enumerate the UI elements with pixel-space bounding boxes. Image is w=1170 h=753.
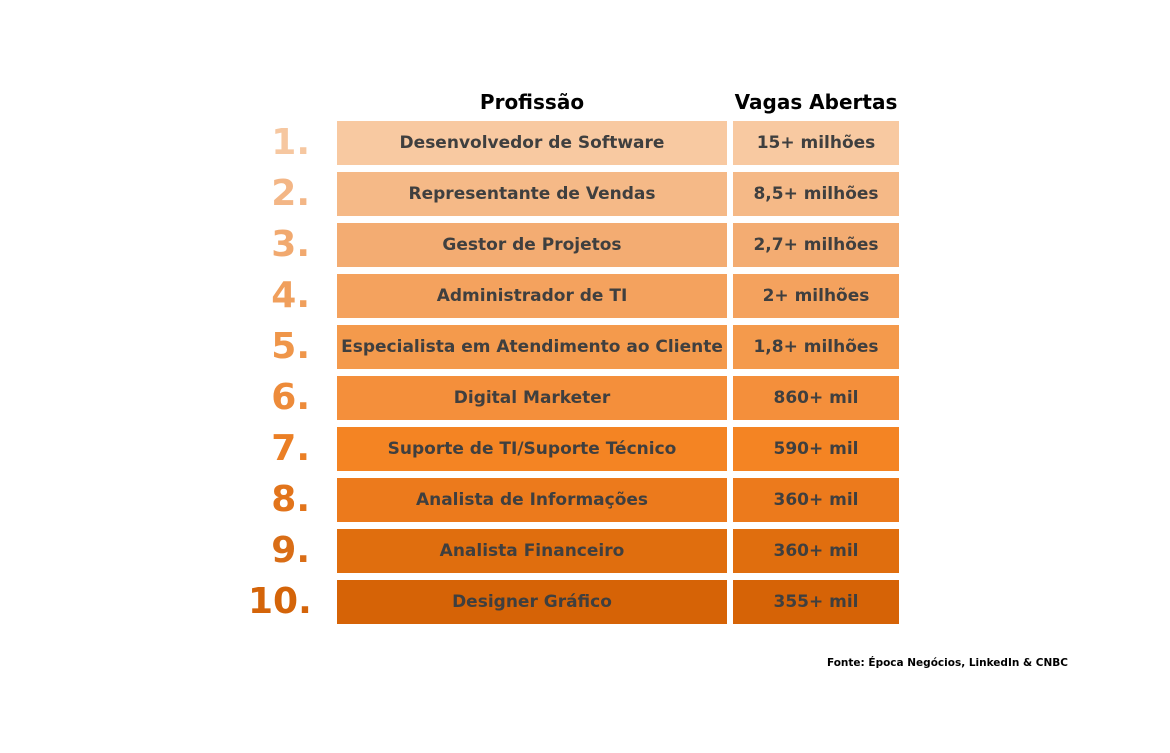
profession-cell: Desenvolvedor de Software [337,121,727,165]
profession-cell: Designer Gráfico [337,580,727,624]
openings-cell: 15+ milhões [733,121,899,165]
profession-cell: Suporte de TI/Suporte Técnico [337,427,727,471]
openings-cell: 2,7+ milhões [733,223,899,267]
header-openings: Vagas Abertas [734,90,898,114]
profession-cell: Gestor de Projetos [337,223,727,267]
rank-number: 1. [271,122,310,163]
openings-cell: 590+ mil [733,427,899,471]
profession-cell: Analista de Informações [337,478,727,522]
openings-cell: 1,8+ milhões [733,325,899,369]
rank-number: 10. [248,581,312,622]
rank-number: 9. [271,530,310,571]
rank-number: 2. [271,173,310,214]
openings-cell: 360+ mil [733,478,899,522]
header-profession: Profissão [479,90,585,114]
rank-number: 7. [271,428,310,469]
openings-cell: 355+ mil [733,580,899,624]
openings-cell: 8,5+ milhões [733,172,899,216]
openings-cell: 360+ mil [733,529,899,573]
profession-cell: Administrador de TI [337,274,727,318]
profession-cell: Representante de Vendas [337,172,727,216]
openings-cell: 2+ milhões [733,274,899,318]
profession-cell: Digital Marketer [337,376,727,420]
profession-cell: Analista Financeiro [337,529,727,573]
rank-number: 5. [271,326,310,367]
rank-number: 8. [271,479,310,520]
rank-number: 3. [271,224,310,265]
rank-number: 6. [271,377,310,418]
source-note: Fonte: Época Negócios, LinkedIn & CNBC [826,657,1068,669]
openings-cell: 860+ mil [733,376,899,420]
profession-cell: Especialista em Atendimento ao Cliente [337,325,727,369]
rank-number: 4. [271,275,310,316]
